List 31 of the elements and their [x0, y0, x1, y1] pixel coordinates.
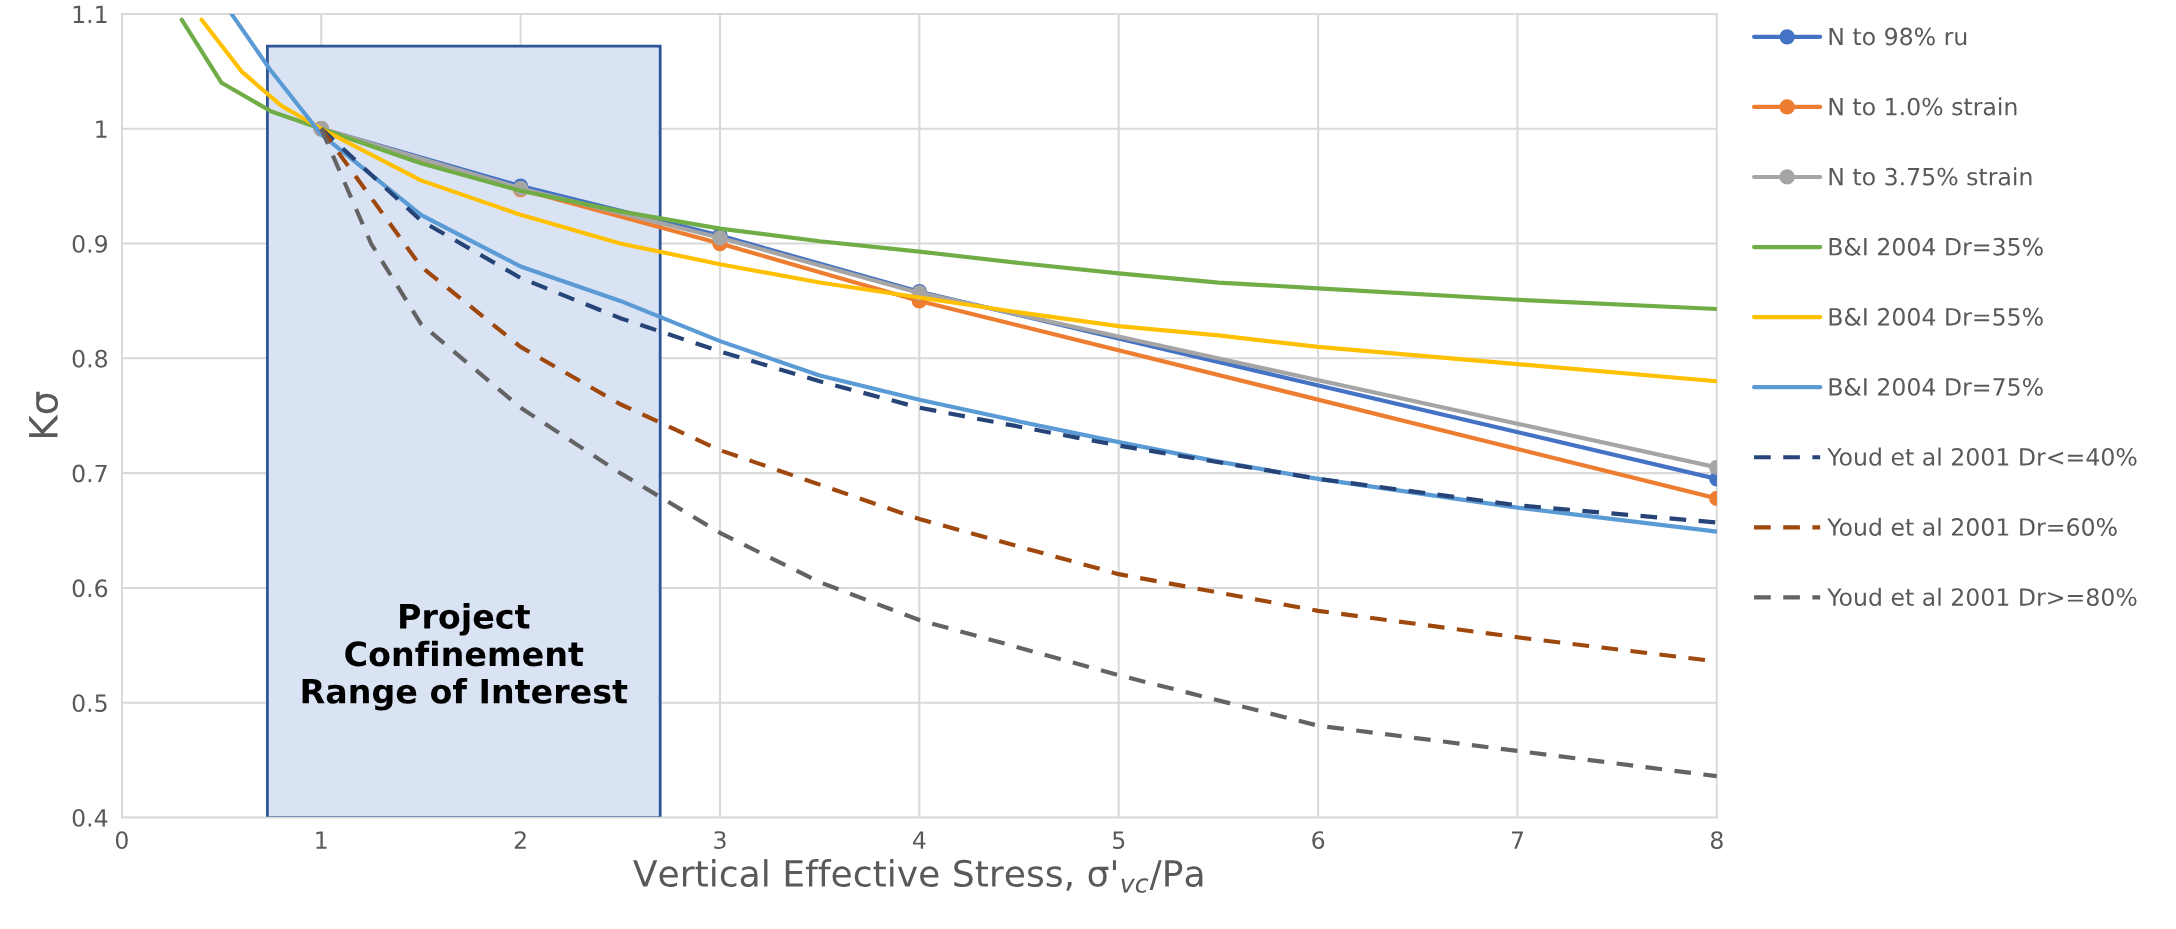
line-series: [179, 17, 1717, 312]
x-tick-label: 4: [913, 831, 926, 849]
y-tick-label: 1.1: [73, 5, 107, 23]
y-tick-label: 0.8: [72, 349, 108, 368]
x-axis-title: Vertical Effective Stress, σ'$_{vc}$/Pa: [633, 859, 1203, 893]
x-tick-label: 2: [514, 831, 526, 849]
legend-label: N to 1.0% strain: [1829, 97, 2017, 116]
x-tick-label: 5: [1113, 831, 1125, 849]
legend-label: B&I 2004 Dr=35%: [1829, 237, 2043, 256]
x-tick-label: 0: [115, 831, 128, 849]
x-tick-label: 8: [1710, 831, 1723, 849]
x-tick-label: 7: [1511, 831, 1523, 849]
x-tick-label: 1: [316, 831, 327, 849]
y-tick-label: 0.4: [72, 808, 108, 827]
legend-label: N to 98% ru: [1829, 27, 1967, 46]
x-tick-label: 3: [714, 831, 726, 849]
line-series: [199, 17, 1717, 384]
y-tick-label: 1: [96, 120, 107, 138]
legend-label: Youd et al 2001 Dr=60%: [1827, 517, 2117, 536]
y-tick-label: 0.5: [72, 694, 107, 713]
y-tick-label: 0.9: [72, 234, 107, 253]
legend-label: B&I 2004 Dr=55%: [1829, 307, 2043, 326]
legend-label: B&I 2004 Dr=75%: [1829, 377, 2043, 396]
y-axis-title: Kσ: [29, 391, 59, 437]
y-tick-label: 0.7: [72, 464, 107, 483]
x-tick-label: 6: [1312, 831, 1325, 849]
legend-label: Youd et al 2001 Dr>=80%: [1827, 587, 2137, 607]
legend-label: Youd et al 2001 Dr<=40%: [1827, 447, 2137, 466]
legend-label: N to 3.75% strain: [1829, 167, 2032, 186]
band-label: Project Confinement Range of Interest: [302, 603, 628, 711]
y-tick-label: 0.6: [72, 579, 108, 598]
